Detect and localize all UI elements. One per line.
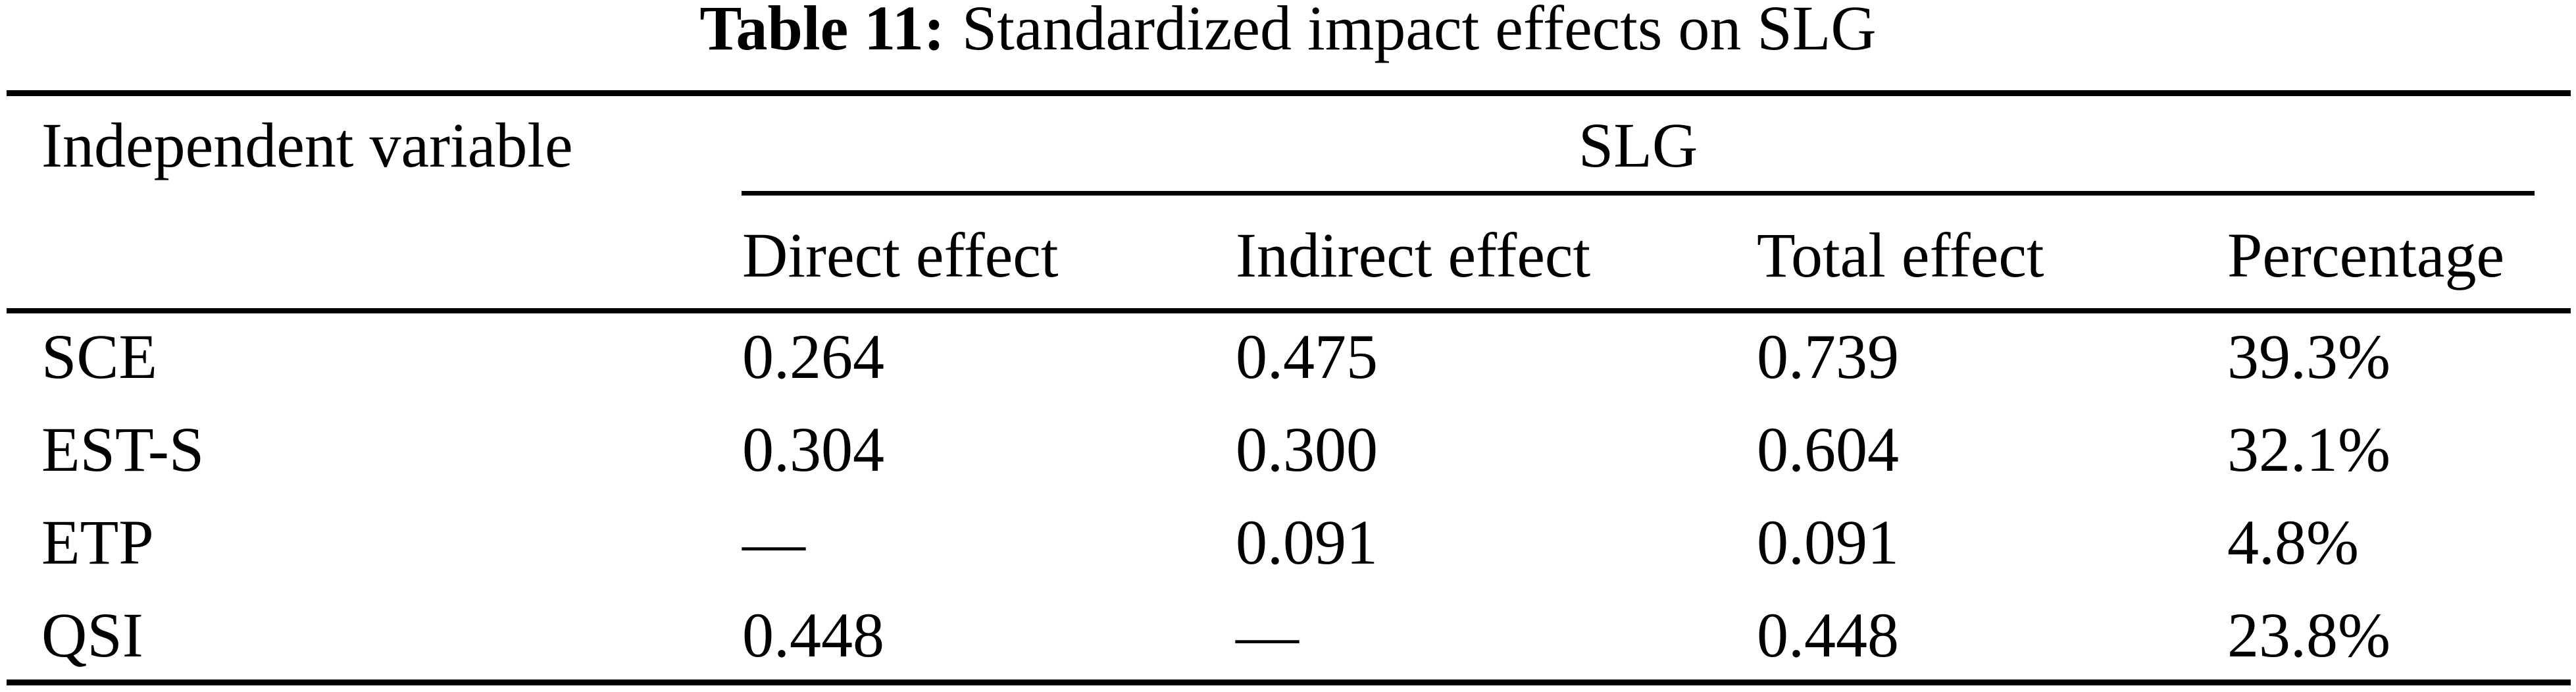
- rule-top: [7, 90, 2571, 96]
- percentage-cell: 32.1%: [2227, 414, 2390, 485]
- table-caption-label: Table 11:: [699, 0, 945, 63]
- row-variable-cell: EST-S: [41, 414, 205, 485]
- total-effect-cell: 0.739: [1757, 321, 1899, 392]
- rule-bottom: [7, 679, 2571, 685]
- col-header-total-effect: Total effect: [1757, 220, 2044, 290]
- indirect-effect-cell: 0.475: [1236, 321, 1378, 392]
- col-header-percentage: Percentage: [2227, 220, 2505, 290]
- span-header-slg: SLG: [1578, 110, 1698, 180]
- direct-effect-cell: —: [742, 507, 805, 577]
- direct-effect-cell: 0.304: [742, 414, 884, 485]
- indirect-effect-cell: —: [1236, 600, 1299, 670]
- percentage-cell: 4.8%: [2227, 507, 2359, 577]
- total-effect-cell: 0.448: [1757, 600, 1899, 670]
- direct-effect-cell: 0.264: [742, 321, 884, 392]
- row-variable-cell: ETP: [41, 507, 154, 577]
- rule-below-headers: [7, 308, 2571, 313]
- col-header-direct-effect: Direct effect: [742, 220, 1059, 290]
- col-header-indirect-effect: Indirect effect: [1236, 220, 1591, 290]
- table-caption: Table 11: Standardized impact effects on …: [0, 0, 2576, 65]
- direct-effect-cell: 0.448: [742, 600, 884, 670]
- total-effect-cell: 0.604: [1757, 414, 1899, 485]
- indirect-effect-cell: 0.300: [1236, 414, 1378, 485]
- row-variable-cell: SCE: [41, 321, 158, 392]
- table-caption-text: Standardized impact effects on SLG: [961, 0, 1877, 63]
- total-effect-cell: 0.091: [1757, 507, 1899, 577]
- indirect-effect-cell: 0.091: [1236, 507, 1378, 577]
- row-variable-cell: QSI: [41, 600, 143, 670]
- percentage-cell: 23.8%: [2227, 600, 2390, 670]
- percentage-cell: 39.3%: [2227, 321, 2390, 392]
- rule-under-slg: [742, 191, 2535, 196]
- col-header-independent-variable: Independent variable: [41, 110, 573, 180]
